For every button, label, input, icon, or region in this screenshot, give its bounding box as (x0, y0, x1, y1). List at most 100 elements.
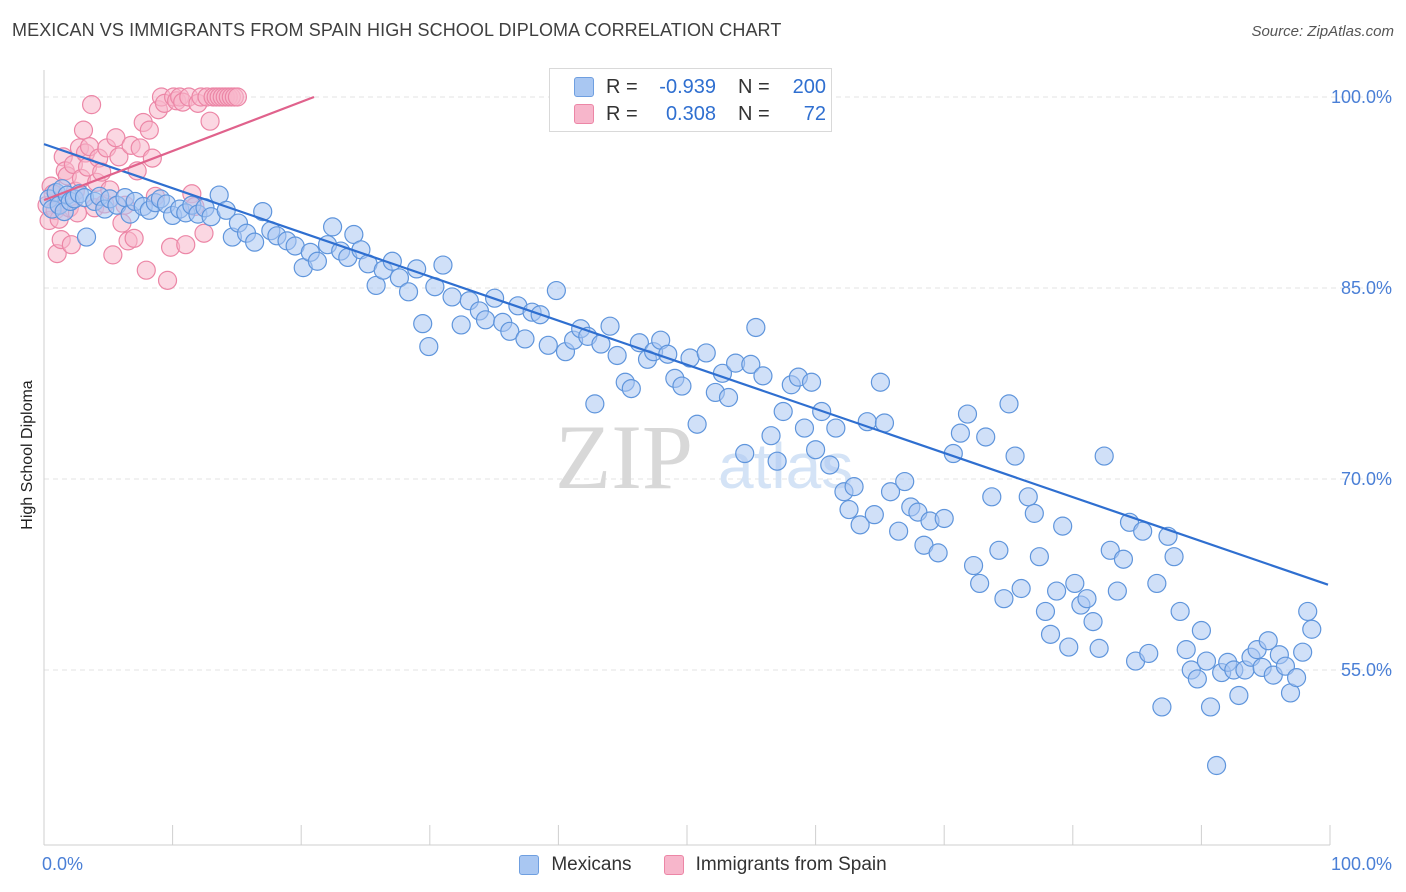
mexicans-point (1083, 612, 1103, 632)
legend-n-value: 72 (803, 102, 826, 125)
mexicans-point (245, 232, 265, 252)
mexicans-point (864, 505, 884, 525)
mexicans-point (1275, 656, 1296, 676)
legend-swatch-spain (574, 104, 594, 124)
mexicans-point (442, 287, 462, 307)
mexicans-point (1029, 547, 1049, 567)
legend-swatch-mexicans (574, 77, 594, 97)
mexicans-point (826, 418, 846, 438)
y-tick-label: 85.0% (1341, 278, 1392, 298)
legend-n-label: N = (738, 102, 770, 125)
mexicans-point (1053, 516, 1073, 536)
mexicans-point (957, 404, 978, 424)
mexicans-point (761, 426, 781, 446)
mexicans-point (1152, 697, 1172, 717)
mexicans-point (1187, 669, 1207, 689)
x-tick-label: 100.0% (1331, 854, 1392, 874)
spain-point (109, 147, 129, 167)
chart-source: Source: ZipAtlas.com (1251, 23, 1394, 40)
chart-title: MEXICAN VS IMMIGRANTS FROM SPAIN HIGH SC… (12, 20, 782, 40)
mexicans-point (398, 282, 419, 302)
legend-swatch-mexicans (519, 855, 540, 875)
mexicans-point (989, 540, 1009, 560)
tick-labels: 55.0% 70.0% 85.0% 100.0% 0.0% 100.0% (42, 87, 1392, 874)
mexicans-point (1147, 573, 1167, 594)
mexicans-point (475, 310, 496, 330)
spain-point (194, 223, 214, 243)
mexicans-point (307, 251, 328, 271)
spain-point (200, 111, 220, 131)
mexicans-point (451, 315, 471, 335)
trend-line-mexicans (43, 143, 1329, 586)
mexicans-point (1059, 637, 1079, 657)
mexicans-point (928, 543, 948, 563)
mexicans-point (1200, 697, 1221, 717)
legend-label-spain: Immigrants from Spain (695, 854, 887, 875)
legend-row-spain: R = 0.308 N = 72 (574, 100, 826, 128)
trend-line-spain (43, 95, 315, 202)
mexicans-point (982, 487, 1002, 507)
mexicans-point (1191, 620, 1212, 641)
mexicans-point (607, 345, 627, 366)
mexicans-point (1065, 573, 1085, 594)
spain-point (124, 228, 144, 248)
mexicans-point (600, 316, 620, 336)
legend-r-label: R = (606, 75, 638, 98)
spain-point (136, 260, 156, 280)
mexicans-point (1164, 547, 1184, 567)
mexicans-point (500, 321, 520, 341)
legend-n-value: 200 (792, 75, 826, 98)
mexicans-point (433, 255, 453, 275)
mexicans-point (1302, 619, 1322, 639)
series-legend: Mexicans Immigrants from Spain (0, 852, 1406, 878)
mexicans-point (696, 343, 716, 363)
mexicans-point (889, 521, 909, 541)
mexicans-point (970, 573, 990, 594)
mexicans-point (1040, 624, 1061, 644)
y-axis-label: High School Diploma (19, 380, 36, 530)
legend-r-value: 0.308 (665, 102, 716, 125)
mexicans-point (538, 335, 558, 355)
mexicans-point (76, 227, 97, 247)
mexicans-point (1196, 651, 1217, 671)
mexicans-point (1005, 446, 1025, 466)
mexicans-point (1206, 755, 1227, 776)
spain-point (157, 270, 178, 290)
mexicans-point (870, 372, 891, 392)
mexicans-point (994, 589, 1014, 609)
legend-item-spain[interactable]: Immigrants from Spain (663, 854, 887, 876)
mexicans-point (687, 414, 707, 434)
mexicans-point (950, 423, 971, 443)
mexicans-point (801, 372, 822, 392)
mexicans-point (1176, 640, 1196, 660)
legend-row-mexicans: R = -0.939 N = 200 (574, 73, 826, 101)
mexicans-point (718, 387, 739, 408)
spain-point (227, 87, 248, 107)
mexicans-point (1094, 446, 1114, 466)
mexicans-point (767, 451, 787, 471)
legend-item-mexicans[interactable]: Mexicans (519, 854, 632, 876)
mexicans-point (880, 482, 901, 502)
mexicans-point (999, 394, 1019, 414)
mexicans-point (735, 443, 755, 464)
mexicans-point (1286, 668, 1307, 688)
mexicans-point (253, 202, 273, 222)
mexicans-point (413, 314, 433, 334)
mexicans-point (1018, 487, 1038, 507)
mexicans-point (672, 376, 692, 396)
mexicans-point (1258, 631, 1278, 651)
spain-point (176, 235, 196, 255)
mexicans-point (1077, 589, 1097, 609)
mexicans-point (546, 280, 566, 301)
spain-point (73, 120, 94, 140)
mexicans-point (1113, 549, 1134, 569)
legend-label-mexicans: Mexicans (551, 854, 632, 875)
mexicans-point (850, 515, 870, 535)
mexicans-point (746, 317, 766, 338)
mexicans-point (1229, 685, 1249, 706)
mexicans-point (1035, 601, 1056, 622)
mexicans-point (515, 329, 535, 349)
y-tick-label: 55.0% (1341, 660, 1392, 680)
y-tick-label: 100.0% (1331, 87, 1392, 107)
legend-r-label: R = (606, 102, 638, 125)
